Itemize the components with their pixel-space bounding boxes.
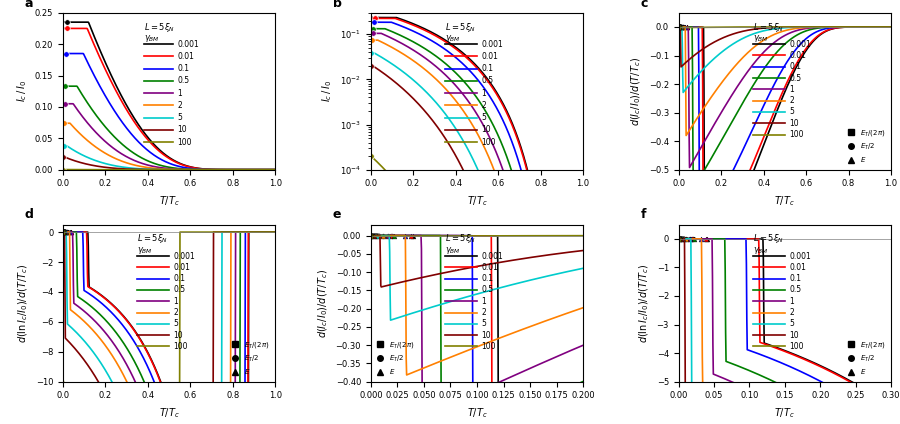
X-axis label: $T/T_c$: $T/T_c$ (158, 194, 180, 208)
Text: 5: 5 (482, 319, 486, 328)
Text: a: a (25, 0, 33, 10)
Y-axis label: $d(I_c/I_0)/d(T/T_c)$: $d(I_c/I_0)/d(T/T_c)$ (317, 269, 330, 338)
Y-axis label: $I_c\,/\,I_0$: $I_c\,/\,I_0$ (15, 80, 30, 102)
Text: 1: 1 (482, 89, 486, 98)
Text: 0.01: 0.01 (482, 263, 498, 272)
Text: 0.1: 0.1 (174, 274, 185, 283)
Text: 10: 10 (482, 331, 490, 340)
Text: 10: 10 (177, 126, 187, 134)
Text: 10: 10 (482, 126, 490, 134)
Y-axis label: $d(I_c/I_0)/d(T/T_c)$: $d(I_c/I_0)/d(T/T_c)$ (630, 57, 644, 126)
Text: $\gamma_{BM}$: $\gamma_{BM}$ (138, 245, 153, 256)
Text: f: f (641, 209, 646, 221)
Text: 0.001: 0.001 (789, 39, 811, 49)
Text: 0.5: 0.5 (482, 76, 493, 85)
Text: 0.1: 0.1 (482, 64, 493, 73)
Text: 0.001: 0.001 (174, 251, 195, 260)
Text: d: d (25, 209, 33, 221)
Text: 0.5: 0.5 (789, 285, 801, 294)
Text: 0.5: 0.5 (177, 76, 190, 85)
Text: 100: 100 (177, 137, 192, 147)
Y-axis label: $d(\ln I_c/I_0)/d(T/T_c)$: $d(\ln I_c/I_0)/d(T/T_c)$ (16, 263, 31, 343)
Text: 2: 2 (177, 101, 183, 110)
Text: 5: 5 (177, 113, 183, 122)
Text: 1: 1 (177, 89, 183, 98)
Text: 1: 1 (789, 297, 794, 306)
Text: $\gamma_{BM}$: $\gamma_{BM}$ (446, 33, 461, 44)
Text: 100: 100 (174, 342, 188, 351)
Text: 1: 1 (482, 297, 486, 306)
Text: 1: 1 (174, 297, 178, 306)
Text: 0.5: 0.5 (482, 285, 493, 294)
X-axis label: $T/T_c$: $T/T_c$ (466, 406, 488, 420)
Text: 100: 100 (482, 137, 496, 147)
Text: 100: 100 (789, 342, 804, 351)
Text: 0.001: 0.001 (789, 251, 811, 260)
Text: 0.1: 0.1 (177, 64, 190, 73)
Text: 0.01: 0.01 (789, 263, 806, 272)
Legend: $E_T/(2\pi)$, $E_T/2$, $E$: $E_T/(2\pi)$, $E_T/2$, $E$ (845, 338, 887, 378)
Legend: $E_T/(2\pi)$, $E_T/2$, $E$: $E_T/(2\pi)$, $E_T/2$, $E$ (374, 338, 417, 378)
Text: $\gamma_{BM}$: $\gamma_{BM}$ (144, 33, 159, 44)
Text: 1: 1 (789, 85, 794, 94)
Text: 0.1: 0.1 (482, 274, 493, 283)
X-axis label: $T/T_c$: $T/T_c$ (466, 194, 488, 208)
Text: $L=5\xi_N$: $L=5\xi_N$ (446, 232, 476, 245)
Text: 0.1: 0.1 (789, 62, 801, 71)
Y-axis label: $d(\ln I_c/I_0)/d(T/T_c)$: $d(\ln I_c/I_0)/d(T/T_c)$ (637, 263, 651, 343)
Legend: $E_T/(2\pi)$, $E_T/2$, $E$: $E_T/(2\pi)$, $E_T/2$, $E$ (230, 338, 272, 378)
Text: $\gamma_{BM}$: $\gamma_{BM}$ (753, 245, 769, 256)
Text: 10: 10 (174, 331, 183, 340)
Text: 0.001: 0.001 (482, 251, 503, 260)
Text: 5: 5 (174, 319, 178, 328)
X-axis label: $T/T_c$: $T/T_c$ (774, 406, 796, 420)
Text: 2: 2 (482, 308, 486, 317)
Text: 0.01: 0.01 (177, 52, 194, 61)
Text: 0.01: 0.01 (174, 263, 190, 272)
Text: $\gamma_{BM}$: $\gamma_{BM}$ (753, 33, 769, 44)
X-axis label: $T/T_c$: $T/T_c$ (158, 406, 180, 420)
Text: 0.5: 0.5 (174, 285, 185, 294)
Text: 100: 100 (789, 130, 804, 139)
Text: 0.01: 0.01 (789, 51, 806, 60)
Text: 2: 2 (482, 101, 486, 110)
Text: c: c (641, 0, 648, 10)
Text: $L=5\xi_N$: $L=5\xi_N$ (144, 21, 175, 33)
X-axis label: $T/T_c$: $T/T_c$ (774, 194, 796, 208)
Text: 2: 2 (789, 308, 794, 317)
Text: 5: 5 (482, 113, 486, 122)
Text: 10: 10 (789, 119, 798, 128)
Text: 0.1: 0.1 (789, 274, 801, 283)
Text: $L=5\xi_N$: $L=5\xi_N$ (138, 232, 168, 245)
Text: 2: 2 (789, 96, 794, 105)
Y-axis label: $I_c\,/\,I_0$: $I_c\,/\,I_0$ (320, 80, 335, 102)
Text: $L=5\xi_N$: $L=5\xi_N$ (753, 232, 784, 245)
Text: 2: 2 (174, 308, 178, 317)
Text: 0.001: 0.001 (482, 39, 503, 49)
Text: 5: 5 (789, 107, 794, 117)
Text: $L=5\xi_N$: $L=5\xi_N$ (753, 21, 784, 33)
Text: 5: 5 (789, 319, 794, 328)
Text: $\gamma_{BM}$: $\gamma_{BM}$ (446, 245, 461, 256)
Text: 0.01: 0.01 (482, 52, 498, 61)
Text: b: b (333, 0, 341, 10)
Text: 100: 100 (482, 342, 496, 351)
Text: e: e (333, 209, 341, 221)
Text: $L=5\xi_N$: $L=5\xi_N$ (446, 21, 476, 33)
Legend: $E_T/(2\pi)$, $E_T/2$, $E$: $E_T/(2\pi)$, $E_T/2$, $E$ (845, 126, 887, 166)
Text: 0.001: 0.001 (177, 39, 200, 49)
Text: 10: 10 (789, 331, 798, 340)
Text: 0.5: 0.5 (789, 73, 801, 83)
